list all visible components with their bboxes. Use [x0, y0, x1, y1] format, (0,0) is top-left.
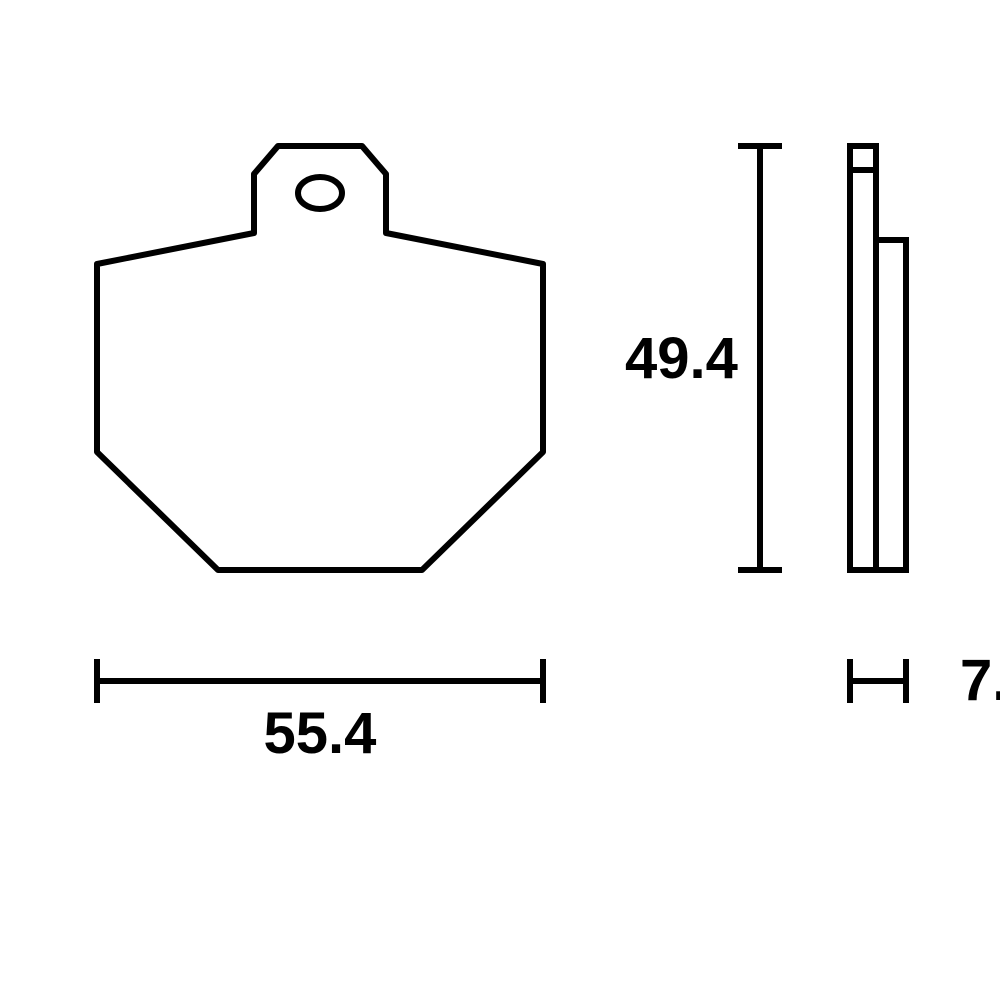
dimension-width: 55.4 — [97, 659, 543, 766]
dimension-thickness: 7.0 — [850, 648, 1000, 713]
dimension-thickness-label: 7.0 — [960, 648, 1000, 713]
dimension-height: 49.4 — [625, 146, 782, 570]
side-view-backing-plate — [850, 146, 876, 570]
dimension-width-label: 55.4 — [264, 701, 377, 766]
technical-drawing: 55.4 49.4 7.0 — [0, 0, 1000, 1000]
front-view-tab-hole — [298, 177, 342, 209]
dimension-height-label: 49.4 — [625, 326, 738, 391]
side-view-friction-pad — [876, 240, 906, 570]
